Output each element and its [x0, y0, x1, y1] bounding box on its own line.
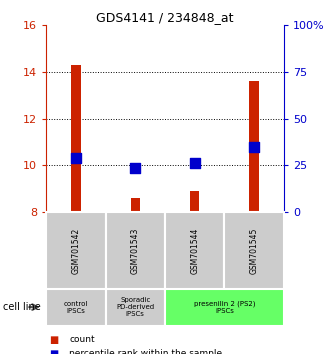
- Point: [251, 144, 257, 149]
- Bar: [190, 191, 199, 212]
- Text: GSM701544: GSM701544: [190, 227, 199, 274]
- Bar: [224, 212, 284, 289]
- Text: presenilin 2 (PS2)
iPSCs: presenilin 2 (PS2) iPSCs: [194, 300, 255, 314]
- Bar: [106, 289, 165, 326]
- Bar: [71, 65, 81, 212]
- Text: percentile rank within the sample: percentile rank within the sample: [69, 349, 222, 354]
- Text: ■: ■: [50, 335, 59, 345]
- Point: [73, 156, 79, 161]
- Text: GDS4141 / 234848_at: GDS4141 / 234848_at: [96, 11, 234, 24]
- Text: GSM701545: GSM701545: [249, 227, 259, 274]
- Text: GSM701543: GSM701543: [131, 227, 140, 274]
- Text: GSM701542: GSM701542: [71, 227, 81, 274]
- Text: cell line: cell line: [3, 302, 41, 312]
- Text: count: count: [69, 335, 95, 344]
- Text: ■: ■: [50, 349, 59, 354]
- Bar: [106, 212, 165, 289]
- Bar: [165, 289, 284, 326]
- Bar: [165, 212, 224, 289]
- Bar: [249, 81, 259, 212]
- Point: [133, 165, 138, 171]
- Text: Sporadic
PD-derived
iPSCs: Sporadic PD-derived iPSCs: [116, 297, 154, 317]
- Text: control
IPSCs: control IPSCs: [64, 301, 88, 314]
- Bar: [131, 198, 140, 212]
- Bar: [46, 212, 106, 289]
- Point: [192, 160, 197, 166]
- Bar: [46, 289, 106, 326]
